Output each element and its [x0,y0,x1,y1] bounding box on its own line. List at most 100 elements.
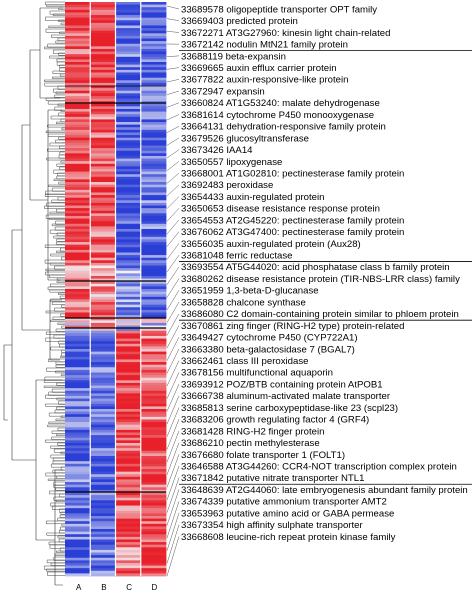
heatmap-cell [90,275,116,279]
heatmap-cell [90,116,116,120]
heatmap-cell [115,69,142,73]
heatmap-cell [65,523,91,527]
heatmap-cell [65,461,91,465]
heatmap-cell [115,176,142,180]
heatmap-cell [115,461,142,465]
heatmap-cell [140,320,167,324]
heatmap-cell [140,385,167,389]
heatmap-cell [115,189,142,193]
gene-label: 33683206 growth regulating factor 4 (GRF… [181,415,369,426]
heatmap-cell [115,539,142,543]
heatmap-cell [65,364,91,368]
gene-label: 33669665 auxin efflux carrier protein [181,63,337,74]
cluster-separator-lines [65,85,166,493]
dendrogram-branch [54,106,65,111]
heatmap-cell [140,471,167,475]
dendrogram-branch [54,409,65,414]
heatmap-cell [140,155,167,159]
dendrogram-branch [56,280,65,283]
heatmap-cell [115,38,142,42]
heatmap-cell [65,416,91,420]
heatmap-cell [65,108,91,112]
dendrogram-branch [45,394,65,399]
heatmap-cell [65,330,91,334]
heatmap-cell [140,249,167,253]
label-connector [166,501,180,539]
heatmap-cell [65,557,91,561]
heatmap-cell [140,247,167,251]
heatmap-cell [115,432,142,436]
dendrogram-branch [59,73,65,77]
dendrogram-branch [56,406,65,410]
dendrogram-branch [55,91,65,95]
dendrogram-branch [43,565,65,570]
heatmap-cell [65,226,91,230]
heatmap-cell [90,184,116,188]
heatmap-cell [115,168,142,172]
heatmap-cell [140,380,167,384]
heatmap-cell [90,437,116,441]
heatmap-cell [90,570,116,574]
dendrogram-branch [47,100,65,105]
heatmap-cell [65,474,91,478]
heatmap-cell [90,479,116,483]
heatmap-cell [140,322,167,326]
dendrogram-branch [53,334,65,339]
heatmap-cell [115,304,142,308]
heatmap-cell [140,372,167,376]
heatmap-cell [140,409,167,413]
heatmap-cell [90,69,116,73]
heatmap-cell [115,299,142,303]
heatmap-cell [90,56,116,60]
label-connector [166,125,180,133]
heatmap-cell [115,4,142,8]
heatmap-cell [140,531,167,535]
label-connector [166,184,180,197]
heatmap-cell [65,166,91,170]
heatmap-cell [90,291,116,295]
heatmap-cell [115,116,142,120]
gene-label: 33648639 AT2G44060: late embryogenesis a… [181,485,468,496]
heatmap-cell [65,255,91,259]
heatmap-cell [90,281,116,285]
heatmap-cell [115,372,142,376]
dendrogram-branch [47,286,65,291]
heatmap-cell [140,341,167,345]
heatmap-cell [115,77,142,81]
heatmap-cell [115,12,142,16]
dendrogram-branch [57,85,65,90]
heatmap-cell [65,51,91,55]
heatmap-cell [115,435,142,439]
heatmap-cell [140,403,167,407]
heatmap-cell [90,103,116,107]
dendrogram-branch [48,412,65,417]
heatmap-cell [140,48,167,52]
heatmap-cell [115,330,142,334]
heatmap-cell [65,320,91,324]
heatmap-cell [140,515,167,519]
heatmap-cell [115,448,142,452]
heatmap-cell [90,148,116,152]
heatmap-cell [115,479,142,483]
heatmap-cell [140,135,167,139]
heatmap-cell [115,510,142,514]
heatmap-cell [65,242,91,246]
heatmap-cell [65,466,91,470]
dendrogram-branch [60,355,65,358]
heatmap-cell [115,320,142,324]
heatmap-cell [140,252,167,256]
heatmap-cell [65,129,91,133]
heatmap-cell [65,521,91,525]
heatmap-cell [115,375,142,379]
dendrogram-branch [45,214,65,219]
heatmap-cell [90,448,116,452]
dendrogram-branch [58,19,65,22]
heatmap-cell [115,103,142,107]
dendrogram-branch [47,148,65,152]
heatmap-cell [90,163,116,167]
heatmap-cell [115,90,142,94]
dendrogram-branch [49,55,65,59]
heatmap-cell [140,69,167,73]
heatmap-cell [65,135,91,139]
dendrogram-branch [45,331,65,335]
